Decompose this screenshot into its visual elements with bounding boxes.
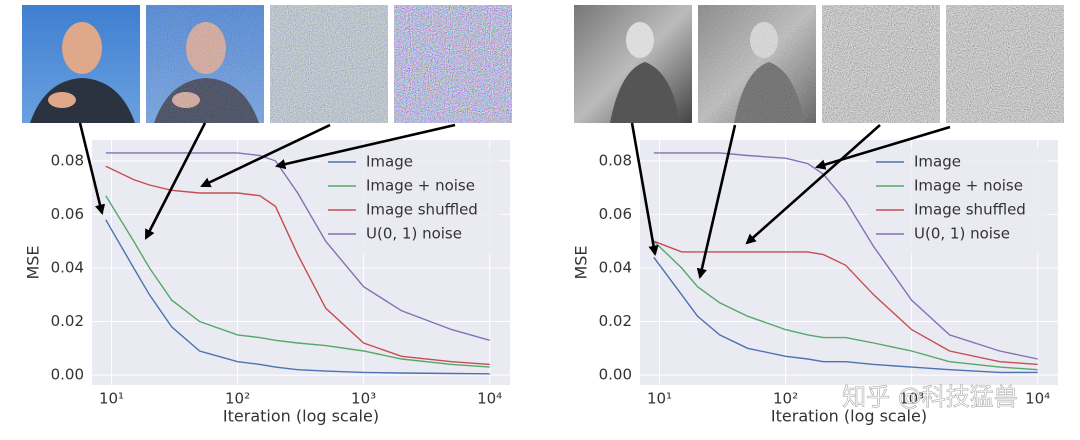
x-tick-label: 10² [225,390,250,408]
plot: 0.00 0.02 0.04 0.06 0.08 10¹ 10² 10³ 10⁴ Iteratio… [24,140,510,426]
arrow [200,123,331,188]
watermark: 知乎 @科技猛兽 [842,383,1018,411]
series-group [653,152,1038,374]
y-tick-label: 0.06 [599,205,632,223]
series-group [105,152,490,375]
legend-label: U(0, 1) noise [366,225,462,243]
y-tick-label: 0.00 [51,366,84,384]
legend-label: Image [366,153,413,171]
y-tick-label: 0.04 [51,258,84,276]
arrow [745,124,881,245]
noise-thumbnail [394,5,512,123]
x-tick-label: 10² [773,390,798,408]
x-axis-label: Iteration (log scale) [223,407,379,426]
thumbnails [22,5,1064,123]
legend-label: U(0, 1) noise [914,225,1010,243]
x-tick-label: 10³ [899,390,924,408]
noise-thumbnail [946,5,1064,123]
plot: 0.00 0.02 0.04 0.06 0.08 10¹ 10² 10³ 10⁴ Iteratio… [572,140,1058,426]
series-line [653,256,1038,374]
x-tick-label: 10¹ [647,390,672,408]
arrow [815,125,951,170]
arrow [630,122,659,257]
series-line [105,219,490,375]
shuffled-thumbnail [822,5,940,123]
y-tick-label: 0.04 [599,258,632,276]
y-axis-label: MSE [24,245,43,279]
arrow [696,124,737,280]
photo-image-noise [146,5,264,123]
series-line [105,195,490,368]
x-tick-label: 10¹ [99,390,124,408]
y-tick-label: 0.02 [51,312,84,330]
arrow [144,122,207,240]
legend: Image Image + noise Image shuffled U(0, 1) … [320,148,500,254]
legend-label: Image + noise [914,177,1023,195]
y-tick-label: 0.02 [599,312,632,330]
x-axis-label: Iteration (log scale) [771,407,927,426]
photo-gray-noise [698,5,816,123]
arrow [78,122,106,216]
arrow [274,123,456,170]
series-line [105,152,490,341]
x-tick-label: 10⁴ [477,390,502,408]
legend-label: Image shuffled [366,201,478,219]
y-tick-label: 0.08 [51,151,84,169]
arrows [78,122,951,280]
y-tick-label: 0.06 [51,205,84,223]
series-line [653,240,1038,371]
photo-gray [574,5,692,123]
legend-box [320,148,500,254]
x-tick-label: 10³ [351,390,376,408]
y-tick-label: 0.08 [599,151,632,169]
plots: 0.00 0.02 0.04 0.06 0.08 10¹ 10² 10³ 10⁴ Iteratio… [24,140,1058,426]
legend-box [868,148,1048,254]
legend-label: Image shuffled [914,201,1026,219]
y-tick-label: 0.00 [599,366,632,384]
shuffled-thumbnail [270,5,388,123]
photo-image [22,5,140,123]
series-line [105,165,490,366]
y-axis-label: MSE [572,245,591,279]
x-tick-label: 10⁴ [1025,390,1050,408]
legend-label: Image + noise [366,177,475,195]
legend: Image Image + noise Image shuffled U(0, 1) … [868,148,1048,254]
legend-label: Image [914,153,961,171]
series-line [653,240,1038,366]
